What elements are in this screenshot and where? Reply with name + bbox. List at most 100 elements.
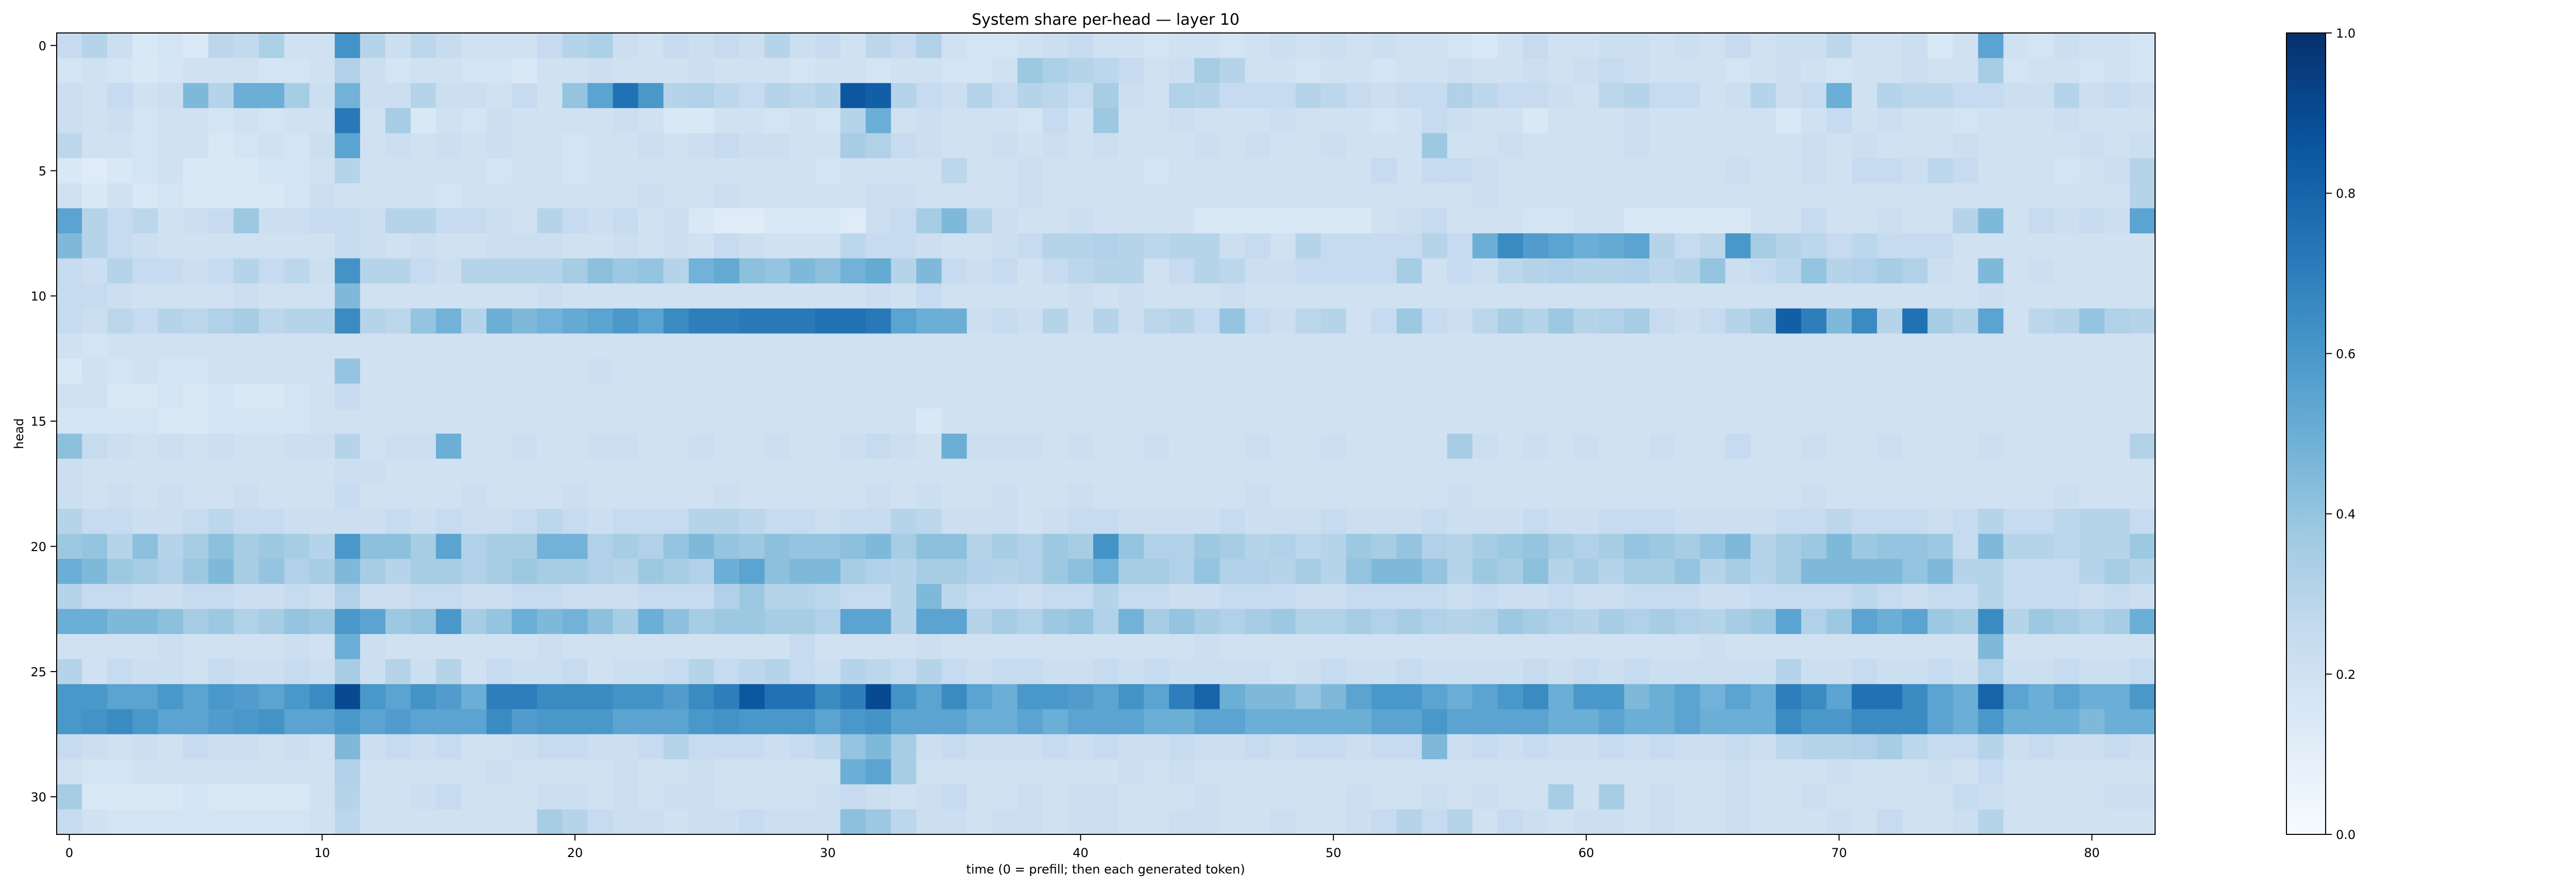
heatmap-cell <box>259 133 285 159</box>
heatmap-cell <box>284 133 310 159</box>
heatmap-cell <box>587 508 614 535</box>
heatmap-cell <box>537 58 563 83</box>
heatmap-cell <box>309 684 335 710</box>
heatmap-cell <box>815 759 841 785</box>
heatmap-cell <box>1118 233 1144 259</box>
heatmap-cell <box>1978 734 2004 760</box>
heatmap-cell <box>1421 734 1448 760</box>
heatmap-cell <box>1270 133 1296 159</box>
heatmap-cell <box>1775 308 1802 334</box>
heatmap-cell <box>815 33 841 59</box>
heatmap-cell <box>2003 784 2029 810</box>
heatmap-cell <box>1245 484 1271 509</box>
heatmap-cell <box>1826 484 1852 509</box>
heatmap-cell <box>158 458 183 484</box>
heatmap-cell <box>891 458 917 484</box>
heatmap-cell <box>183 383 209 409</box>
heatmap-cell <box>512 534 537 559</box>
heatmap-cell <box>638 108 664 134</box>
heatmap-cell <box>1295 559 1321 585</box>
heatmap-cell <box>158 709 183 735</box>
heatmap-cell <box>1877 233 1903 259</box>
heatmap-cell <box>385 584 411 609</box>
heatmap-cell <box>941 308 968 334</box>
heatmap-cell <box>1396 759 1422 785</box>
heatmap-cell <box>790 133 816 159</box>
heatmap-cell <box>1725 434 1751 459</box>
heatmap-cell <box>1801 408 1827 434</box>
heatmap-cell <box>562 58 588 83</box>
heatmap-cell <box>1320 809 1347 835</box>
heatmap-cell <box>486 434 512 459</box>
heatmap-cell <box>1877 183 1903 209</box>
heatmap-cell <box>1599 183 1625 209</box>
heatmap-cell <box>1118 383 1144 409</box>
heatmap-cell <box>1320 308 1347 334</box>
heatmap-cell <box>1396 434 1422 459</box>
heatmap-cell <box>840 33 866 59</box>
heatmap-cell <box>512 158 537 184</box>
heatmap-cell <box>334 458 361 484</box>
heatmap-cell <box>1750 484 1776 509</box>
heatmap-cell <box>132 183 158 209</box>
heatmap-cell <box>183 559 209 585</box>
heatmap-cell <box>1978 709 2004 735</box>
heatmap-cell <box>739 108 765 134</box>
heatmap-cell <box>1270 408 1296 434</box>
heatmap-cell <box>1245 58 1271 83</box>
heatmap-cell <box>2129 283 2156 309</box>
heatmap-cell <box>57 458 82 484</box>
heatmap-cell <box>840 233 866 259</box>
heatmap-cell <box>992 559 1018 585</box>
heatmap-cell <box>1169 58 1195 83</box>
heatmap-cell <box>208 33 234 59</box>
heatmap-cell <box>309 108 335 134</box>
heatmap-cell <box>1017 208 1043 234</box>
heatmap-cell <box>1700 33 1726 59</box>
heatmap-cell <box>562 484 588 509</box>
heatmap-cell <box>840 559 866 585</box>
heatmap-cell <box>1902 659 1928 684</box>
heatmap-cell <box>1750 508 1776 535</box>
heatmap-cell <box>486 358 512 384</box>
heatmap-cell <box>411 158 436 184</box>
heatmap-cell <box>1877 609 1903 635</box>
heatmap-cell <box>1927 158 1954 184</box>
heatmap-cell <box>411 208 436 234</box>
heatmap-cell <box>1295 133 1321 159</box>
heatmap-cell <box>891 33 917 59</box>
heatmap-cell <box>663 759 689 785</box>
heatmap-cell <box>1320 458 1347 484</box>
heatmap-cell <box>1042 709 1069 735</box>
heatmap-cell <box>1548 484 1574 509</box>
heatmap-cell <box>1396 233 1422 259</box>
heatmap-cell <box>183 609 209 635</box>
heatmap-cell <box>1194 759 1220 785</box>
heatmap-cell <box>562 408 588 434</box>
heatmap-cell <box>461 458 487 484</box>
heatmap-cell <box>916 484 942 509</box>
heatmap-cell <box>1194 258 1220 284</box>
heatmap-cell <box>714 809 740 835</box>
heatmap-cell <box>1472 108 1498 134</box>
heatmap-cell <box>765 308 790 334</box>
heatmap-cell <box>739 83 765 109</box>
heatmap-cell <box>183 208 209 234</box>
heatmap-cell <box>1219 784 1245 810</box>
heatmap-cell <box>1346 508 1372 535</box>
heatmap-cell <box>1649 784 1675 810</box>
heatmap-cell <box>866 83 891 109</box>
heatmap-cell <box>537 559 563 585</box>
heatmap-cell <box>436 133 462 159</box>
heatmap-cell <box>1042 634 1069 660</box>
heatmap-cell <box>1396 208 1422 234</box>
heatmap-cell <box>436 684 462 710</box>
heatmap-cell <box>1270 759 1296 785</box>
heatmap-cell <box>309 358 335 384</box>
heatmap-cell <box>1852 484 1877 509</box>
heatmap-cell <box>1649 759 1675 785</box>
heatmap-cell <box>1270 33 1296 59</box>
heatmap-cell <box>1599 283 1625 309</box>
heatmap-cell <box>461 659 487 684</box>
heatmap-cell <box>334 308 361 334</box>
